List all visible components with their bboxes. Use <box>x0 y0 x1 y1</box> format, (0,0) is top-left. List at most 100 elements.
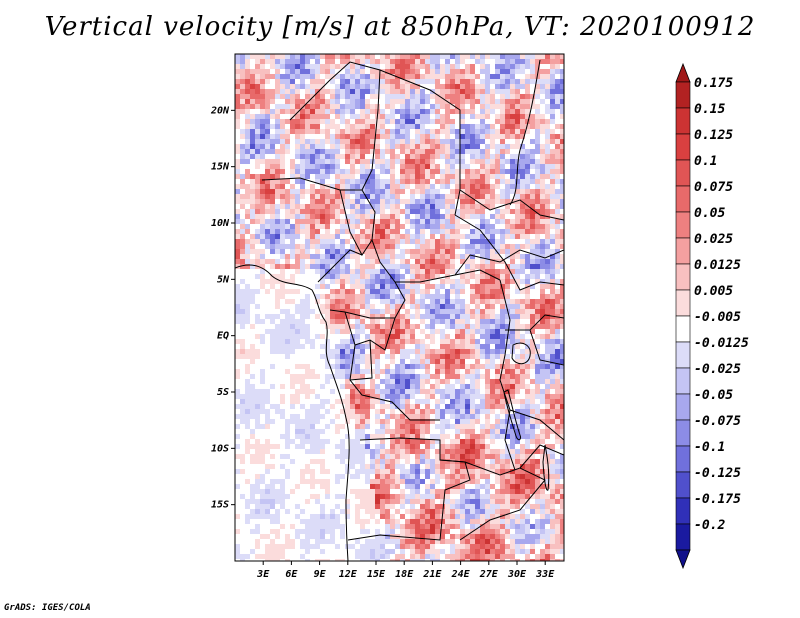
field-cell <box>485 184 490 189</box>
field-cell <box>245 244 250 249</box>
field-cell <box>440 174 445 179</box>
field-cell <box>470 379 475 384</box>
field-cell <box>245 304 250 309</box>
field-cell <box>260 359 265 364</box>
field-cell <box>425 369 430 374</box>
field-cell <box>330 174 335 179</box>
field-cell <box>290 384 295 389</box>
field-cell <box>385 189 390 194</box>
field-cell <box>355 274 360 279</box>
field-cell <box>370 64 375 69</box>
field-cell <box>340 54 345 59</box>
field-cell <box>365 289 370 294</box>
field-cell <box>485 199 490 204</box>
field-cell <box>465 309 470 314</box>
field-cell <box>290 259 295 264</box>
field-cell <box>280 409 285 414</box>
field-cell <box>380 119 385 124</box>
field-cell <box>235 289 240 294</box>
field-cell <box>475 364 480 369</box>
field-cell <box>555 414 560 419</box>
field-cell <box>380 109 385 114</box>
field-cell <box>520 304 525 309</box>
field-cell <box>560 309 564 314</box>
field-cell <box>355 154 360 159</box>
field-cell <box>455 264 460 269</box>
field-cell <box>510 149 515 154</box>
field-cell <box>290 429 295 434</box>
field-cell <box>275 269 280 274</box>
field-cell <box>370 429 375 434</box>
field-cell <box>485 364 490 369</box>
field-cell <box>245 94 250 99</box>
field-cell <box>490 114 495 119</box>
field-cell <box>250 324 255 329</box>
field-cell <box>300 259 305 264</box>
field-cell <box>325 144 330 149</box>
field-cell <box>325 89 330 94</box>
field-cell <box>435 364 440 369</box>
field-cell <box>390 294 395 299</box>
field-cell <box>265 134 270 139</box>
field-cell <box>400 289 405 294</box>
field-cell <box>315 309 320 314</box>
field-cell <box>345 74 350 79</box>
field-cell <box>330 409 335 414</box>
field-cell <box>555 74 560 79</box>
field-cell <box>535 99 540 104</box>
field-cell <box>410 209 415 214</box>
field-cell <box>395 219 400 224</box>
field-cell <box>285 324 290 329</box>
field-cell <box>440 229 445 234</box>
field-cell <box>550 389 555 394</box>
field-cell <box>250 294 255 299</box>
field-cell <box>265 349 270 354</box>
field-cell <box>310 274 315 279</box>
field-cell <box>485 144 490 149</box>
field-cell <box>270 169 275 174</box>
field-cell <box>560 69 564 74</box>
field-cell <box>440 59 445 64</box>
field-cell <box>265 129 270 134</box>
field-cell <box>455 129 460 134</box>
field-cell <box>395 419 400 424</box>
field-cell <box>300 149 305 154</box>
field-cell <box>360 389 365 394</box>
field-cell <box>430 229 435 234</box>
field-cell <box>390 259 395 264</box>
field-cell <box>255 149 260 154</box>
field-cell <box>465 269 470 274</box>
field-cell <box>315 299 320 304</box>
field-cell <box>310 399 315 404</box>
field-cell <box>490 414 495 419</box>
field-cell <box>405 124 410 129</box>
field-cell <box>365 254 370 259</box>
field-cell <box>470 404 475 409</box>
field-cell <box>310 419 315 424</box>
field-cell <box>560 394 564 399</box>
field-cell <box>325 139 330 144</box>
field-cell <box>330 169 335 174</box>
field-cell <box>540 344 545 349</box>
field-cell <box>415 174 420 179</box>
field-cell <box>320 54 325 59</box>
field-cell <box>310 64 315 69</box>
field-cell <box>530 339 535 344</box>
field-cell <box>460 354 465 359</box>
field-cell <box>470 139 475 144</box>
field-cell <box>370 119 375 124</box>
field-cell <box>295 399 300 404</box>
field-cell <box>445 374 450 379</box>
field-cell <box>530 424 535 429</box>
field-cell <box>535 374 540 379</box>
field-cell <box>240 389 245 394</box>
field-cell <box>275 174 280 179</box>
field-cell <box>340 249 345 254</box>
field-cell <box>410 104 415 109</box>
field-cell <box>380 274 385 279</box>
field-cell <box>400 79 405 84</box>
field-cell <box>315 404 320 409</box>
field-cell <box>545 144 550 149</box>
field-cell <box>265 329 270 334</box>
field-cell <box>420 124 425 129</box>
